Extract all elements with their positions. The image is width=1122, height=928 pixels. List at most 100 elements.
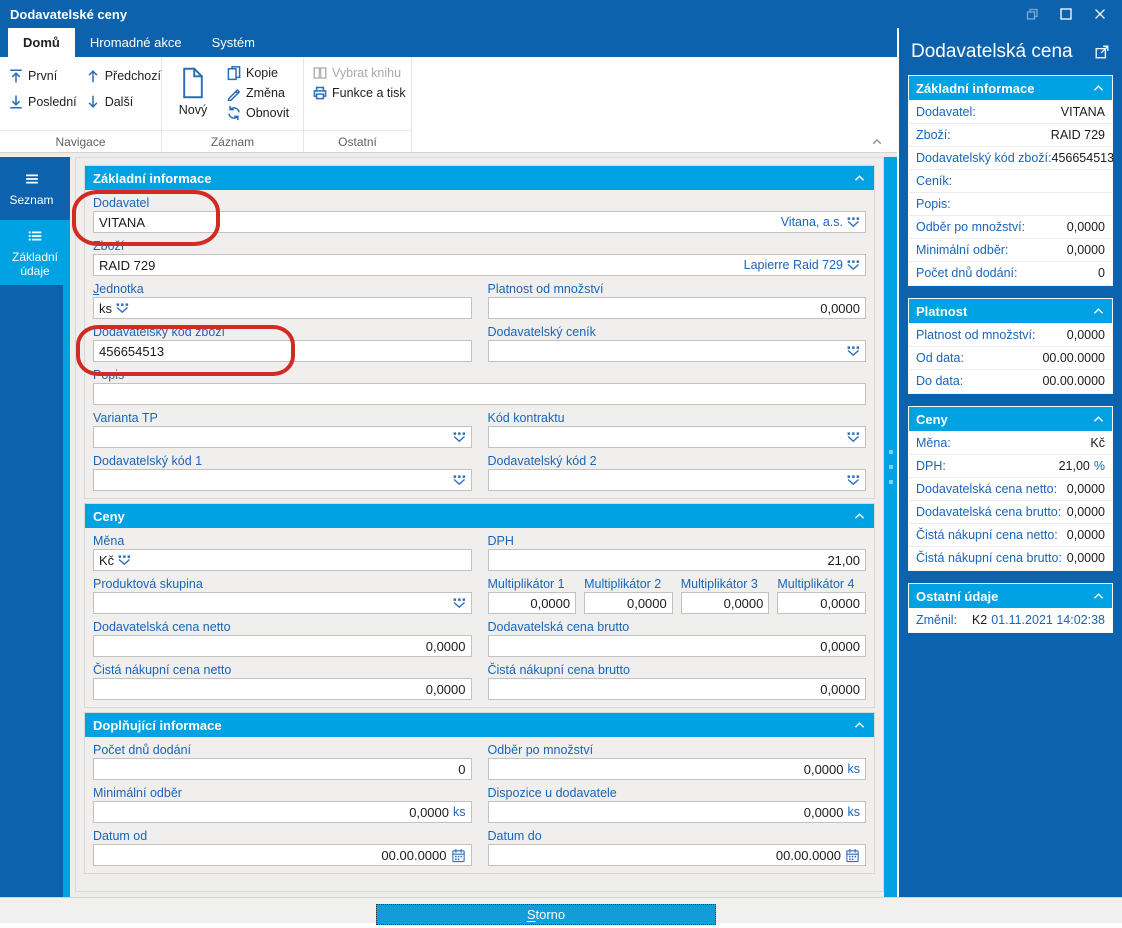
panel-row-label: Měna: [916, 436, 951, 450]
panel-splitter[interactable] [884, 157, 897, 897]
panel-row-value: 0,0000 [1066, 528, 1105, 542]
varianta-tp-input[interactable] [93, 426, 472, 448]
panel-row-value: 00.00.0000 [1042, 351, 1105, 365]
panel-row-cista-nakupni-cena-netto: Čistá nákupní cena netto: 0,0000 [909, 524, 1112, 547]
win-close-icon[interactable] [1086, 2, 1114, 26]
predchozi-button[interactable]: Předchozí [85, 65, 161, 87]
platnost-od-mnozstvi-input[interactable]: 0,0000 [487, 297, 866, 319]
field-cista-nakupni-cena-netto: Čistá nákupní cena netto 0,0000 [93, 662, 472, 700]
kod-kontraktu-input[interactable] [487, 426, 866, 448]
dropdown-icon[interactable] [847, 216, 860, 228]
tab-domu[interactable]: Domů [8, 28, 75, 57]
dropdown-icon[interactable] [847, 259, 860, 271]
field-dodavatelska-cena-netto: Dodavatelská cena netto 0,0000 [93, 619, 472, 657]
prvni-button[interactable]: První [8, 65, 77, 87]
button-label: Předchozí [104, 69, 161, 83]
dodavatelsky-kod-1-input[interactable] [93, 469, 472, 491]
book-icon [312, 65, 328, 81]
dropdown-icon[interactable] [847, 474, 860, 486]
jednotka-input[interactable]: ks [93, 297, 472, 319]
obnovit-button[interactable]: Obnovit [226, 105, 289, 121]
collapse-chevron-icon[interactable] [1092, 82, 1105, 95]
panel-row-odber-po-mnozstvi: Odběr po množství: 0,0000 [909, 216, 1112, 239]
panel-row-label: Minimální odběr: [916, 243, 1009, 257]
cista-nakupni-cena-netto-input[interactable]: 0,0000 [93, 678, 472, 700]
cista-nakupni-cena-brutto-input[interactable]: 0,0000 [487, 678, 866, 700]
novy-button[interactable]: Nový [170, 61, 216, 121]
field-dodavatelsky-kod-2: Dodavatelský kód 2 [487, 453, 866, 491]
dropdown-icon[interactable] [118, 554, 131, 566]
datum-do-input[interactable]: 00.00.0000 [487, 844, 866, 866]
mena-input[interactable]: Kč [93, 549, 472, 571]
zbozi-input[interactable]: RAID 729 Lapierre Raid 729 [93, 254, 866, 276]
funkce-a-tisk-button[interactable]: Funkce a tisk [312, 85, 411, 101]
dropdown-icon[interactable] [453, 474, 466, 486]
ribbon-group-zaznam: Nový Kopie Změna Obnovit Záznam [162, 57, 304, 152]
odber-po-mnozstvi-input[interactable]: 0,0000 ks [487, 758, 866, 780]
dodavatelsky-kod-zbozi-input[interactable]: 456654513 [93, 340, 472, 362]
dropdown-icon[interactable] [847, 431, 860, 443]
popis-input[interactable] [93, 383, 866, 405]
win-maximize-icon[interactable] [1052, 2, 1080, 26]
panel-row-value: 0,0000 [1066, 328, 1105, 342]
sidebar-item-seznam[interactable]: Seznam [0, 163, 63, 214]
button-label: Vybrat knihu [332, 66, 402, 80]
dodavatelska-cena-netto-input[interactable]: 0,0000 [93, 635, 472, 657]
ribbon-group-navigace: První Poslední Předchozí Další Navigace [0, 57, 162, 152]
multiplikator-1-input[interactable]: 0,0000 [487, 592, 577, 614]
collapse-chevron-icon[interactable] [1092, 305, 1105, 318]
ribbon-group-caption: Navigace [0, 130, 161, 152]
collapse-chevron-icon[interactable] [1092, 413, 1105, 426]
calendar-icon[interactable] [845, 848, 860, 863]
dodavatelska-cena-brutto-input[interactable]: 0,0000 [487, 635, 866, 657]
field-label: Varianta TP [93, 411, 158, 425]
multiplikator-4-input[interactable]: 0,0000 [777, 592, 866, 614]
field-label: Platnost od množství [487, 282, 604, 296]
dodavatelsky-cenik-input[interactable] [487, 340, 866, 362]
field-label: Dodavatel [93, 196, 150, 210]
dodavatelsky-kod-2-input[interactable] [487, 469, 866, 491]
dodavatel-input[interactable]: VITANA Vitana, a.s. [93, 211, 866, 233]
panel-row-value: 0,0000 [1066, 551, 1105, 565]
posledni-button[interactable]: Poslední [8, 91, 77, 113]
field-label: Jednotka [93, 282, 144, 296]
dropdown-icon[interactable] [453, 597, 466, 609]
minimalni-odber-input[interactable]: 0,0000 ks [93, 801, 472, 823]
field-label: Dodavatelský kód 1 [93, 454, 203, 468]
produktova-skupina-input[interactable] [93, 592, 472, 614]
field-label: Dodavatelská cena netto [93, 620, 231, 634]
field-label: Dodavatelský kód 2 [487, 454, 597, 468]
sidebar-accent-rail [63, 221, 70, 897]
dropdown-icon[interactable] [453, 431, 466, 443]
multiplikator-2-input[interactable]: 0,0000 [584, 592, 673, 614]
collapse-chevron-icon[interactable] [853, 719, 866, 732]
panel-row-label: Dodavatelský kód zboží: [916, 151, 1052, 165]
calendar-icon[interactable] [451, 848, 466, 863]
field-value: 0,0000 [530, 595, 571, 611]
dispozice-u-dodavatele-input[interactable]: 0,0000 ks [487, 801, 866, 823]
field-value: VITANA [99, 214, 145, 230]
dalsi-button[interactable]: Další [85, 91, 161, 113]
panel-row-mena: Měna: Kč [909, 432, 1112, 455]
tab-system[interactable]: Systém [211, 35, 255, 50]
ribbon-collapse-button[interactable] [869, 135, 885, 149]
collapse-chevron-icon[interactable] [853, 510, 866, 523]
tab-hromadne-akce[interactable]: Hromadné akce [89, 35, 182, 50]
panel-row-value: Kč [1090, 436, 1105, 450]
external-link-icon[interactable] [1094, 44, 1110, 60]
datum-od-input[interactable]: 00.00.0000 [93, 844, 472, 866]
multiplikator-3-input[interactable]: 0,0000 [680, 592, 770, 614]
dph-input[interactable]: 21,00 [487, 549, 866, 571]
field-value: 00.00.0000 [775, 847, 841, 863]
sidebar-item-zakladni-udaje[interactable]: Základní údaje [0, 220, 70, 285]
kopie-button[interactable]: Kopie [226, 65, 289, 81]
field-produktova-skupina: Produktová skupina [93, 576, 472, 614]
collapse-chevron-icon[interactable] [1092, 590, 1105, 603]
button-label: Obnovit [246, 106, 290, 120]
pocet-dnu-dodani-input[interactable]: 0 [93, 758, 472, 780]
dropdown-icon[interactable] [847, 345, 860, 357]
collapse-chevron-icon[interactable] [853, 172, 866, 185]
zmena-button[interactable]: Změna [226, 85, 289, 101]
dropdown-icon[interactable] [116, 302, 129, 314]
